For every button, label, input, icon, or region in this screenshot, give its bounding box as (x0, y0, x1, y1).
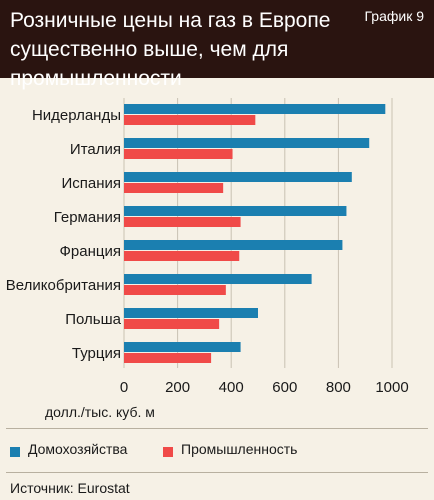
bar-household (124, 206, 347, 216)
bars (124, 104, 386, 363)
category-label: Нидерланды (32, 107, 121, 124)
legend-label-household: Домохозяйства (28, 441, 128, 457)
chart-number-label: График 9 (364, 8, 424, 24)
x-axis-label: долл./тыс. куб. м (45, 404, 155, 420)
bar-household (124, 240, 343, 250)
x-tick-label: 1000 (375, 379, 408, 396)
bar-chart: Нидерланды Италия Испания Германия Франция Ве… (6, 98, 409, 420)
legend-swatch-industry (163, 447, 173, 457)
x-tick-label: 0 (120, 379, 128, 396)
bar-household (124, 138, 370, 148)
category-label: Германия (54, 209, 121, 226)
bar-household (124, 342, 241, 352)
x-tick-label: 600 (272, 379, 297, 396)
category-label: Польша (65, 311, 121, 328)
source-note: Источник: Eurostat (10, 480, 130, 496)
category-label: Франция (60, 243, 121, 260)
divider-top (6, 428, 428, 429)
category-label: Турция (72, 345, 121, 362)
x-tick-label: 800 (326, 379, 351, 396)
chart-title: Розничные цены на газ в Европе существен… (10, 9, 331, 90)
x-tick-label: 200 (165, 379, 190, 396)
category-labels: Нидерланды Италия Испания Германия Франция Ве… (6, 107, 122, 362)
bar-industry (124, 251, 240, 261)
bar-household (124, 274, 312, 284)
bar-household (124, 172, 352, 182)
bar-industry (124, 217, 241, 227)
legend-swatch-household (10, 447, 20, 457)
bar-industry (124, 285, 226, 295)
legend-label-industry: Промышленность (181, 441, 298, 457)
bar-industry (124, 183, 224, 193)
bar-industry (124, 115, 256, 125)
x-tick-labels: 0 200 400 600 800 1000 (120, 379, 409, 396)
x-tick-label: 400 (219, 379, 244, 396)
category-label: Италия (70, 141, 121, 158)
bar-industry (124, 149, 233, 159)
category-label: Великобритания (6, 277, 121, 294)
chart-header: Розничные цены на газ в Европе существен… (0, 0, 434, 90)
bar-industry (124, 353, 212, 363)
bar-household (124, 104, 386, 114)
bar-industry (124, 319, 220, 329)
category-label: Испания (61, 175, 121, 192)
bar-household (124, 308, 258, 318)
divider-bottom (6, 472, 428, 473)
